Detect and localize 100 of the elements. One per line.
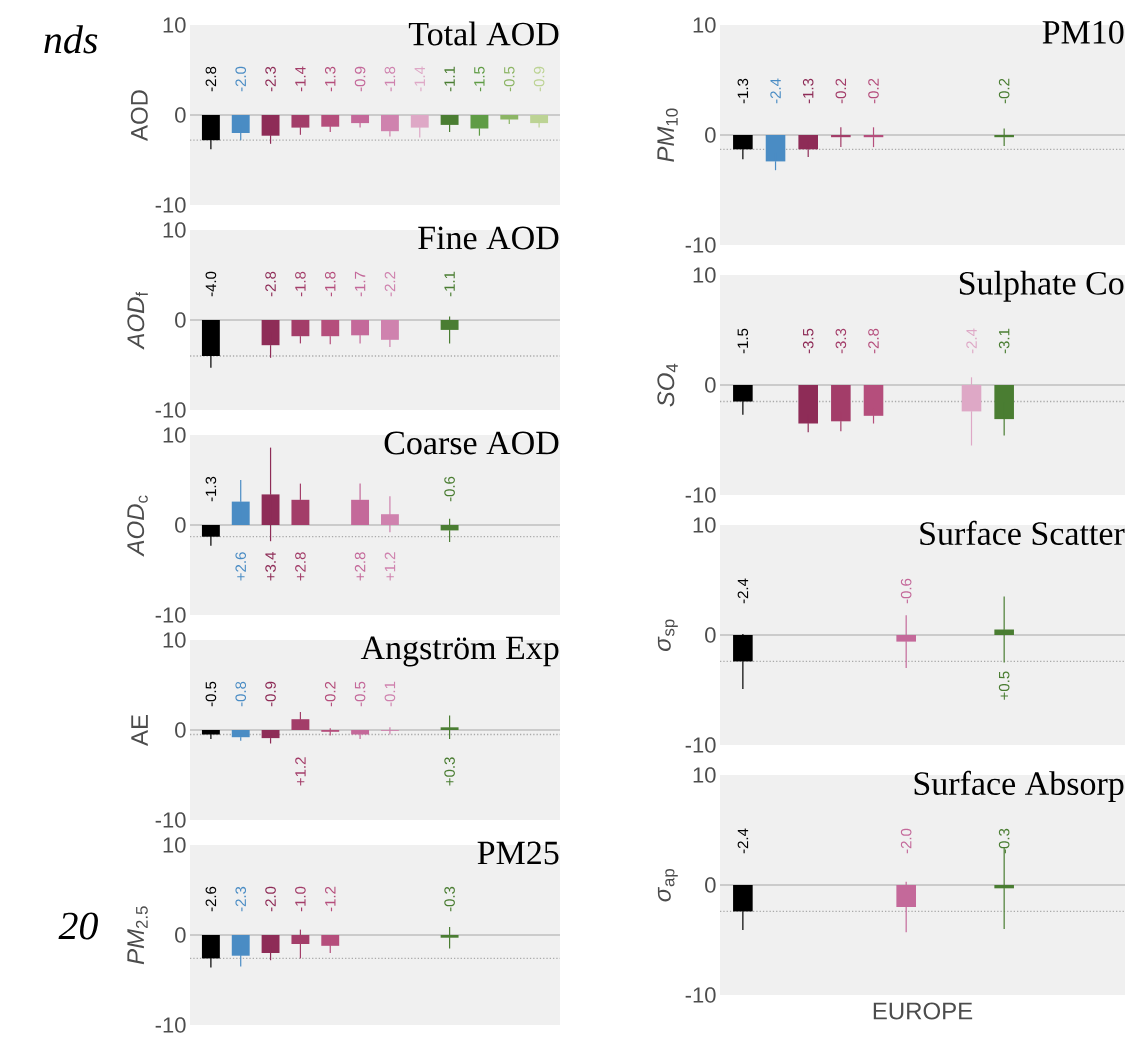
chart-title: Sulphate Co [959,270,1124,302]
data-label: -1.5 [474,66,485,92]
bar [291,719,310,731]
y-tick-label: 0 [175,517,186,533]
y-tick-label: -10 [685,487,716,503]
y-tick-label: -10 [685,987,716,1003]
data-label: -3.5 [802,328,814,354]
y-tick-label: 0 [175,927,186,943]
data-label: +2.8 [295,552,306,581]
y-tick-label: -10 [685,737,716,753]
y-tick-label: -10 [155,402,186,418]
data-label: -2.4 [966,328,977,354]
data-label: -0.1 [384,681,396,707]
bar [291,499,310,526]
data-label: -2.0 [235,66,247,92]
x-axis-title: EUROPE [873,1002,973,1020]
data-label: +1.2 [295,757,306,786]
data-label: -0.2 [324,681,336,707]
chart-title: Total AOD [408,21,559,46]
y-tick-label: 0 [705,377,716,393]
data-label: -0.6 [444,476,455,502]
chart-title: Coarse AOD [384,431,559,455]
data-label: -1.3 [205,476,217,502]
data-label: -1.3 [737,78,749,104]
text: 20 [58,912,98,940]
data-label: -2.8 [868,328,879,354]
y-axis-title: AE [131,715,148,746]
data-label: -0.2 [835,78,847,104]
data-label: -2.6 [205,886,217,912]
data-label: -3.3 [835,328,847,354]
y-axis-title: σ$_{sp}$ [657,619,678,651]
data-label: -1.1 [444,66,455,92]
data-label: -1.5 [737,328,749,354]
data-label: -2.3 [235,886,247,912]
data-label: -1.7 [354,271,366,297]
data-label: -0.5 [205,681,217,707]
chart-title: PM25 [477,841,559,865]
data-label: -0.2 [998,78,1010,104]
y-tick-label: 10 [163,17,186,33]
data-label: -0.9 [354,66,366,92]
y-tick-label: 10 [693,767,716,783]
y-axis-title: AOD$_{f}$ [127,291,148,350]
bar [201,525,220,537]
data-label: +3.4 [265,552,276,581]
data-label: -0.3 [444,886,455,912]
data-label: -1.8 [324,271,336,297]
data-label: +1.2 [384,552,396,581]
data-label: -2.8 [265,271,276,297]
data-label: -3.1 [998,328,1010,354]
y-tick-label: 10 [693,17,716,33]
data-label: +2.8 [354,552,366,581]
y-axis-title: SO$_{4}$ [657,363,678,407]
data-label: -1.3 [324,66,336,92]
y-tick-label: 10 [693,267,716,283]
y-tick-label: 10 [693,517,716,533]
data-label: -0.5 [503,66,515,92]
text: nds [44,25,98,54]
y-tick-label: 0 [175,107,186,123]
y-tick-label: 0 [705,877,716,893]
chart-title: Surface Absorp [914,770,1124,802]
data-label: -1.0 [295,886,306,912]
data-label: -2.8 [205,66,217,92]
y-tick-label: -10 [155,197,186,213]
bar [201,730,220,735]
chart-title: Angström Exp [360,636,559,667]
chart-title: PM10 [1042,20,1124,44]
data-label: -1.2 [325,886,336,912]
y-tick-label: 0 [705,127,716,143]
data-label: -1.4 [295,66,306,92]
data-label: -0.9 [533,66,545,92]
data-label: -0.5 [354,681,366,707]
data-label: -1.1 [444,271,455,297]
y-axis-title: AOD [130,90,148,141]
data-label: -2.4 [737,578,749,604]
data-label: -1.4 [414,66,425,92]
data-label: -2.0 [900,828,912,854]
y-tick-label: 10 [163,837,186,853]
data-label: -0.6 [900,578,912,604]
data-label: -1.8 [295,271,306,297]
y-tick-label: -10 [155,812,186,828]
data-label: +0.5 [998,671,1010,700]
y-axis-title: σ$_{ap}$ [657,869,678,902]
chart-title: Fine AOD [418,226,559,250]
chart-title: Surface Scatter [920,520,1125,546]
data-label: -0.8 [235,681,247,707]
y-tick-label: -10 [155,1017,186,1033]
data-label: -1.8 [384,66,396,92]
data-label: -0.9 [265,681,276,707]
data-label: -2.3 [265,66,276,92]
data-label: -0.3 [998,828,1010,854]
y-tick-label: 0 [175,722,186,738]
bar [351,730,370,735]
bar [261,730,280,739]
data-label: -0.2 [868,78,879,104]
y-axis-title: PM$_{10}$ [657,108,678,162]
bar [231,730,250,738]
y-axis-title: PM$_{2.5}$ [127,906,148,965]
data-label: -4.0 [205,271,217,297]
data-label: -1.3 [802,78,814,104]
data-label: +2.6 [235,552,247,581]
